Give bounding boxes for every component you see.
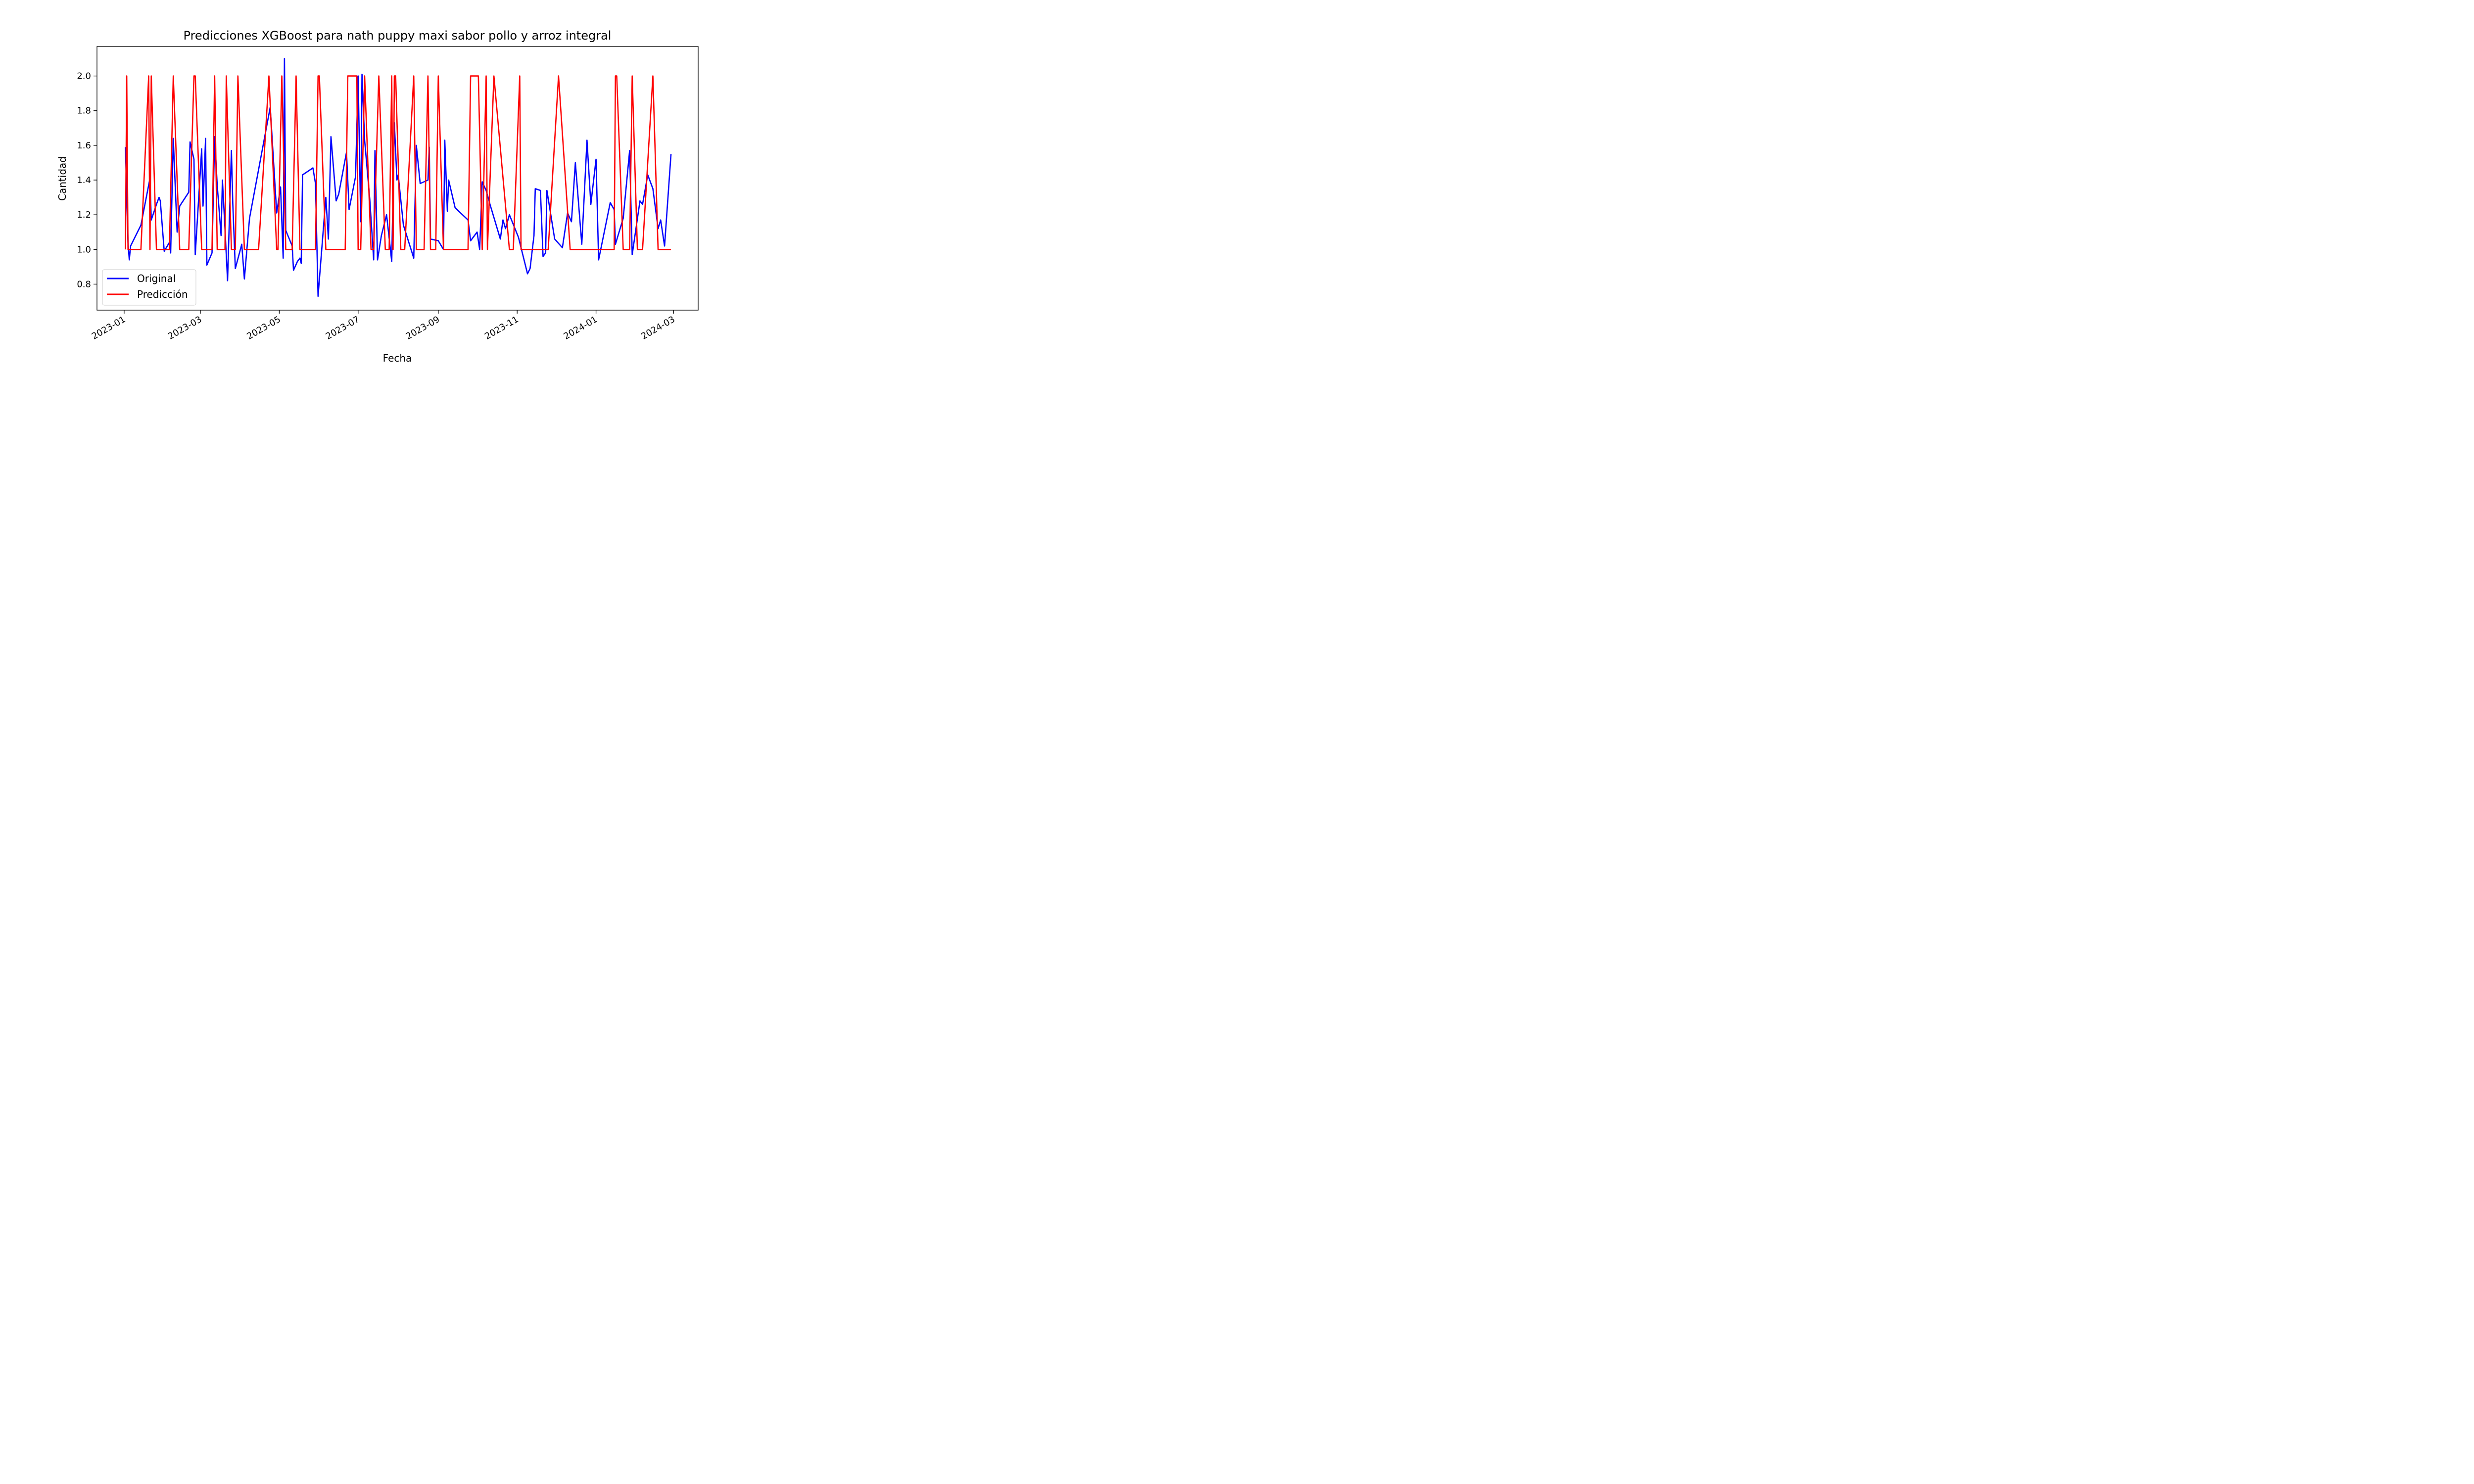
y-tick-label: 1.2: [77, 210, 91, 220]
y-axis-ticks: 0.8 1.0 1.2 1.4 1.6 1.8 2.0: [77, 71, 97, 289]
series-layer: [125, 58, 672, 297]
y-tick-label: 1.6: [77, 140, 91, 151]
y-tick-label: 0.8: [77, 279, 91, 289]
chart-svg: Predicciones XGBoost para nath puppy max…: [0, 0, 766, 383]
y-tick-label: 1.8: [77, 106, 91, 116]
series-line-prediccion: [125, 75, 671, 250]
legend-label-prediccion: Predicción: [137, 288, 188, 300]
y-tick-label: 2.0: [77, 71, 91, 82]
legend: Original Predicción: [102, 269, 196, 306]
plot-frame: [96, 46, 699, 311]
y-tick-label: 1.0: [77, 244, 91, 255]
chart-title: Predicciones XGBoost para nath puppy max…: [184, 29, 612, 43]
chart-container: Predicciones XGBoost para nath puppy max…: [0, 0, 766, 383]
y-axis-label: Cantidad: [56, 156, 68, 201]
legend-label-original: Original: [137, 273, 176, 284]
x-axis-label: Fecha: [383, 352, 412, 364]
y-tick-label: 1.4: [77, 175, 91, 186]
axes-layer: [96, 46, 699, 311]
